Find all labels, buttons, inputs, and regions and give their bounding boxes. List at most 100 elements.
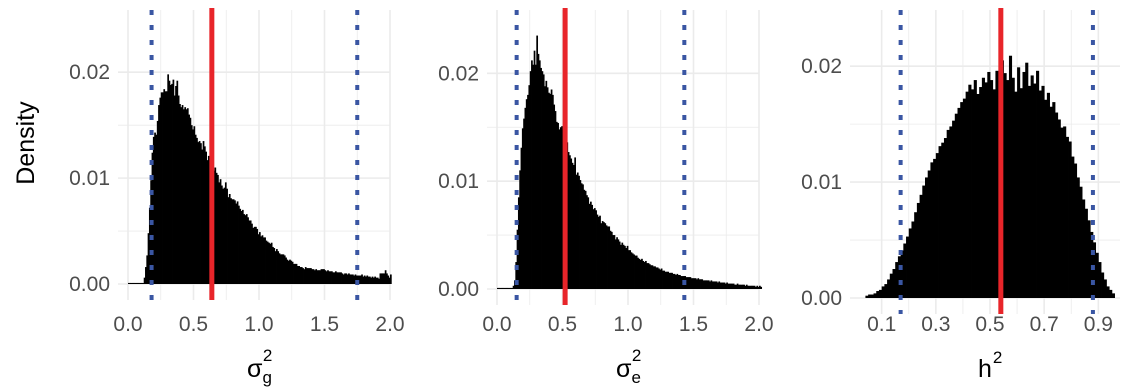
- histogram-bar: [183, 109, 185, 284]
- histogram-bar: [990, 80, 994, 298]
- histogram-bar: [648, 264, 651, 289]
- histogram-bar: [933, 158, 937, 298]
- histogram-bar: [205, 151, 207, 284]
- histogram-bar: [749, 285, 752, 289]
- histogram-bar: [540, 67, 542, 289]
- histogram-bar: [270, 242, 273, 284]
- histogram-bar: [361, 274, 363, 284]
- x-tick-label: 0.3: [921, 313, 950, 336]
- histogram-bar: [198, 141, 201, 284]
- histogram-bar: [349, 274, 352, 284]
- histogram-bar: [524, 107, 527, 289]
- y-tick-label: 0.02: [801, 55, 842, 78]
- histogram-bar: [508, 287, 511, 289]
- histogram-bar: [159, 97, 162, 284]
- histogram-bar: [139, 282, 142, 284]
- histogram-bar: [179, 104, 181, 284]
- histogram-bar: [743, 284, 745, 289]
- histogram-bar: [590, 201, 592, 289]
- histogram-bar: [384, 270, 387, 284]
- histogram-bar: [987, 71, 991, 298]
- histogram-bar: [519, 170, 521, 289]
- histogram-bar: [240, 210, 243, 284]
- histogram-bar: [610, 231, 613, 289]
- histogram-bar: [497, 287, 499, 289]
- histogram-bar: [702, 280, 705, 289]
- histogram-bar: [516, 229, 519, 289]
- histogram-bar: [676, 273, 679, 289]
- histogram-bar: [387, 275, 390, 284]
- histogram-bar: [943, 138, 948, 298]
- histogram-bar: [642, 260, 645, 289]
- histogram-bar: [303, 269, 306, 284]
- histogram-bar: [593, 208, 596, 289]
- histogram-bar: [658, 268, 660, 289]
- histogram-bar: [359, 275, 362, 284]
- histogram-bar: [753, 285, 756, 289]
- histogram-bar: [344, 273, 346, 284]
- histogram-bar: [599, 215, 601, 289]
- histogram-bar: [146, 255, 149, 284]
- histogram-bar: [553, 104, 556, 290]
- histogram-bar: [532, 64, 535, 289]
- histogram-bar: [1082, 199, 1086, 298]
- histogram-bar: [163, 89, 166, 284]
- histogram-bar: [714, 281, 717, 289]
- histogram-bar: [295, 263, 298, 284]
- y-axis-title: Density: [12, 101, 40, 185]
- histogram-bar: [954, 113, 958, 299]
- histogram-bar: [289, 259, 291, 284]
- histogram-bar: [340, 272, 342, 284]
- histogram-bar: [278, 253, 281, 284]
- x-axis-title: h2: [978, 348, 1002, 383]
- histogram-bar: [226, 188, 228, 284]
- histogram-bar: [232, 199, 235, 284]
- histogram-bar: [314, 270, 316, 284]
- histogram-bar: [578, 175, 580, 289]
- histogram-bar: [376, 277, 379, 284]
- histogram-bar: [222, 188, 225, 284]
- histogram-bar: [735, 284, 738, 289]
- histogram-bar: [979, 87, 983, 299]
- histogram-bar: [234, 200, 236, 284]
- histogram-bar: [914, 212, 918, 298]
- histogram-bar: [637, 257, 639, 289]
- histogram-bar: [925, 177, 929, 298]
- histogram-bar: [390, 274, 392, 284]
- histogram-bar: [372, 277, 375, 284]
- histogram-bar: [272, 246, 274, 284]
- histogram-bar: [722, 282, 725, 289]
- histogram-bar: [302, 268, 304, 284]
- histogram-bar: [158, 105, 160, 284]
- histogram-bar: [317, 270, 320, 284]
- histogram-bar: [323, 269, 325, 284]
- histogram-bar: [685, 277, 688, 289]
- histogram-bar: [927, 170, 931, 298]
- histogram-bar: [348, 273, 350, 284]
- histogram-bar: [286, 259, 289, 284]
- histogram-bar: [705, 280, 707, 289]
- histogram-bar: [584, 190, 587, 289]
- histogram-bar: [677, 274, 680, 289]
- histogram-bar: [281, 254, 283, 284]
- histogram-bar: [984, 82, 988, 298]
- histogram-bar: [701, 279, 704, 289]
- histogram-bar: [655, 267, 658, 289]
- histogram-bar: [310, 268, 312, 284]
- histogram-bar: [618, 241, 621, 289]
- histogram-bar: [973, 80, 977, 298]
- histogram-bar: [721, 282, 723, 289]
- histogram-bar: [386, 273, 388, 284]
- histogram-bar: [960, 102, 964, 298]
- histogram-bar: [1017, 67, 1021, 298]
- histogram-bar: [588, 203, 591, 289]
- histogram-bar: [660, 268, 663, 289]
- histogram-bar: [645, 260, 647, 289]
- histogram-bar: [135, 282, 138, 284]
- histogram-bar: [873, 293, 877, 298]
- histogram-bar: [156, 120, 159, 284]
- histogram-bar: [147, 233, 150, 284]
- histogram-bar: [718, 281, 721, 289]
- histogram-bar: [236, 201, 239, 284]
- histogram-bar: [760, 286, 763, 289]
